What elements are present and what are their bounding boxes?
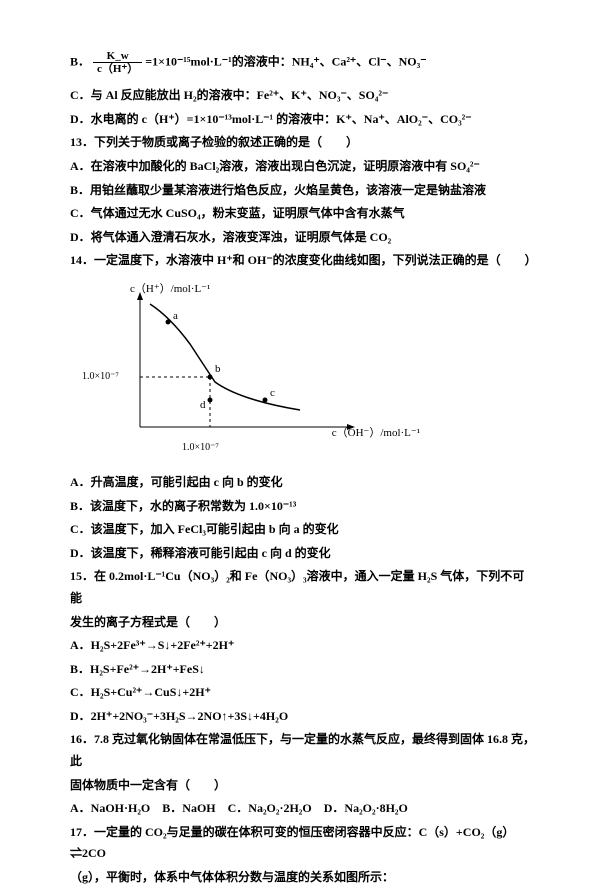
q13-d: D．将气体通入澄清石灰水，溶液变浑浊，证明原气体是 CO₂	[70, 227, 535, 249]
q15-c: C．H₂S+Cu²⁺→CuS↓+2H⁺	[70, 682, 535, 704]
x-tick-label: 1.0×10⁻⁷	[182, 439, 219, 457]
point-a	[166, 319, 171, 324]
y-axis-label: c（H⁺）/mol·L⁻¹	[130, 280, 210, 300]
q17b: （g），平衡时，体系中气体体积分数与温度的关系如图所示：	[70, 867, 535, 889]
prefix: B．	[70, 54, 90, 68]
q17: 17．一定量的 CO₂与足量的碳在体积可变的恒压密闭容器中反应：C（s）+CO₂…	[70, 822, 535, 865]
q16b: 固体物质中一定含有（ ）	[70, 775, 535, 797]
label-c: c	[270, 387, 275, 399]
label-b: b	[215, 363, 221, 375]
q14: 14．一定温度下，水溶液中 H⁺和 OH⁻的浓度变化曲线如图，下列说法正确的是（…	[70, 250, 535, 272]
option-c: C．与 Al 反应能放出 H₂的溶液中：Fe²⁺、K⁺、NO₃⁻、SO₄²⁻	[70, 85, 535, 107]
q15-a: A．H₂S+2Fe³⁺→S↓+2Fe²⁺+2H⁺	[70, 635, 535, 657]
x-axis-label: c（OH⁻）/mol·L⁻¹	[332, 424, 420, 444]
q14-b: B．该温度下，水的离子积常数为 1.0×10⁻¹³	[70, 496, 535, 518]
q14-c: C．该温度下，加入 FeCl₃可能引起由 b 向 a 的变化	[70, 519, 535, 541]
label-a: a	[173, 310, 178, 322]
option-d: D．水电离的 c（H⁺）=1×10⁻¹³mol·L⁻¹ 的溶液中：K⁺、Na⁺、…	[70, 109, 535, 131]
q16-options: A．NaOH·H₂O B．NaOH C．Na₂O₂·2H₂O D．Na₂O₂·8…	[70, 798, 535, 820]
q15-b: B．H₂S+Fe²⁺→2H⁺+FeS↓	[70, 659, 535, 681]
q13-c: C．气体通过无水 CuSO₄，粉末变蓝，证明原气体中含有水蒸气	[70, 203, 535, 225]
equation-text: =1×10⁻¹⁵mol·L⁻¹的溶液中：NH₄⁺、Ca²⁺、Cl⁻、NO₃⁻	[145, 54, 426, 68]
q13-a: A．在溶液中加酸化的 BaCl₂溶液，溶液出现白色沉淀，证明原溶液中有 SO₄²…	[70, 156, 535, 178]
q14-a: A．升高温度，可能引起由 c 向 b 的变化	[70, 472, 535, 494]
q15-d: D．2H⁺+2NO₃⁻+3H₂S→2NO↑+3S↓+4H₂O	[70, 706, 535, 728]
point-b	[208, 374, 213, 379]
q15: 15．在 0.2mol·L⁻¹Cu（NO₃）₂和 Fe（NO₃）₃溶液中，通入一…	[70, 566, 535, 609]
numerator: K_w	[93, 50, 142, 63]
denominator: c（H⁺）	[93, 63, 142, 75]
fraction: K_w c（H⁺）	[93, 50, 142, 75]
q16: 16．7.8 克过氧化钠固体在常温低压下，与一定量的水蒸气反应，最终得到固体 1…	[70, 729, 535, 772]
label-d: d	[200, 399, 206, 411]
point-d	[208, 397, 213, 402]
y-tick-label: 1.0×10⁻⁷	[82, 368, 119, 386]
q13-b: B．用铂丝蘸取少量某溶液进行焰色反应，火焰呈黄色，该溶液一定是钠盐溶液	[70, 180, 535, 202]
q15b: 发生的离子方程式是（ ）	[70, 612, 535, 634]
point-c	[263, 397, 268, 402]
q14-d: D．该温度下，稀释溶液可能引起由 c 向 d 的变化	[70, 543, 535, 565]
q13: 13．下列关于物质或离子检验的叙述正确的是（ ）	[70, 132, 535, 154]
concentration-chart: c（H⁺）/mol·L⁻¹ a b d c 1.0×10⁻⁷ 1.0×10⁻⁷ …	[100, 282, 380, 462]
option-b: B． K_w c（H⁺） =1×10⁻¹⁵mol·L⁻¹的溶液中：NH₄⁺、Ca…	[70, 50, 535, 75]
